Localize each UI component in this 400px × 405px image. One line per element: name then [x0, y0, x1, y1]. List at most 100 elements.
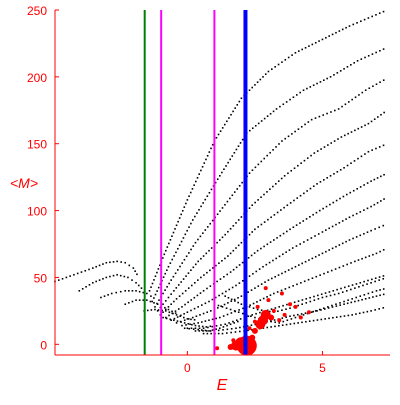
- data-point: [206, 287, 208, 290]
- highlight-point: [293, 304, 298, 309]
- data-point: [156, 310, 159, 312]
- data-point: [315, 211, 318, 214]
- data-point: [337, 138, 339, 140]
- data-point: [303, 159, 306, 162]
- data-point: [250, 315, 252, 318]
- data-point: [199, 314, 201, 316]
- data-point: [137, 284, 140, 287]
- data-point: [307, 278, 310, 281]
- data-point: [311, 257, 314, 260]
- data-point: [380, 175, 382, 178]
- data-point: [257, 122, 260, 125]
- data-point: [378, 146, 381, 148]
- data-point: [291, 133, 293, 135]
- data-point: [260, 247, 262, 250]
- data-point: [348, 25, 351, 27]
- data-point: [112, 274, 115, 277]
- data-point: [316, 310, 318, 312]
- data-point: [116, 260, 118, 263]
- data-point: [135, 281, 137, 284]
- data-point: [153, 302, 155, 304]
- data-point: [320, 318, 323, 321]
- data-point: [363, 294, 366, 296]
- data-point: [271, 277, 273, 280]
- data-point: [321, 296, 324, 299]
- data-point: [254, 228, 256, 231]
- data-point: [230, 300, 233, 302]
- data-point: [188, 327, 190, 330]
- data-point: [175, 224, 178, 227]
- data-point: [360, 126, 363, 128]
- data-point: [338, 244, 341, 246]
- data-point: [299, 243, 301, 245]
- data-point: [209, 285, 212, 287]
- data-point: [168, 242, 170, 245]
- data-point: [332, 290, 335, 292]
- data-point: [272, 149, 274, 151]
- data-point: [361, 298, 363, 301]
- data-point: [194, 281, 196, 284]
- data-point: [233, 151, 236, 154]
- data-point: [203, 162, 206, 164]
- data-point: [235, 247, 237, 249]
- data-point: [304, 260, 307, 263]
- data-point: [197, 306, 199, 308]
- data-point: [255, 312, 257, 315]
- data-point: [326, 112, 328, 115]
- data-point: [109, 261, 111, 264]
- data-point: [187, 272, 190, 274]
- data-point: [353, 62, 355, 64]
- data-point: [100, 296, 102, 299]
- data-point: [175, 287, 178, 289]
- data-point: [198, 327, 201, 330]
- highlight-point: [277, 318, 282, 323]
- data-point: [300, 313, 303, 315]
- data-point: [163, 253, 166, 256]
- data-point: [191, 188, 194, 190]
- data-point: [339, 302, 341, 304]
- data-point: [204, 198, 207, 201]
- data-point: [302, 314, 305, 316]
- data-point: [341, 28, 344, 31]
- data-point: [331, 304, 333, 307]
- data-point: [351, 298, 353, 300]
- data-point: [199, 235, 202, 238]
- data-point: [57, 279, 60, 281]
- data-point: [259, 299, 262, 301]
- data-point: [131, 300, 134, 303]
- data-point: [265, 263, 268, 266]
- data-point: [379, 81, 381, 84]
- data-point: [382, 79, 385, 81]
- data-point: [174, 228, 176, 230]
- data-point: [140, 287, 143, 289]
- data-point: [88, 268, 90, 271]
- data-point: [201, 325, 204, 328]
- data-point: [254, 323, 257, 326]
- data-point: [232, 320, 234, 323]
- data-point: [183, 327, 186, 330]
- data-point: [162, 276, 165, 278]
- data-point: [277, 274, 280, 276]
- data-point: [202, 290, 205, 292]
- data-point: [330, 269, 333, 272]
- data-point: [275, 257, 278, 260]
- data-point: [204, 302, 207, 305]
- data-point: [338, 30, 341, 32]
- data-point: [226, 324, 228, 327]
- data-point: [371, 53, 374, 55]
- data-point: [162, 311, 164, 314]
- data-point: [262, 297, 265, 300]
- data-point: [260, 283, 263, 285]
- data-point: [169, 318, 172, 321]
- data-point: [304, 46, 307, 49]
- data-point: [339, 315, 342, 318]
- data-point: [248, 207, 251, 209]
- data-point: [350, 162, 352, 165]
- data-point: [345, 290, 348, 292]
- data-point: [211, 298, 214, 301]
- data-point: [372, 85, 374, 88]
- data-point: [210, 188, 213, 191]
- data-point: [301, 321, 303, 324]
- data-point: [195, 315, 198, 318]
- data-point: [340, 287, 342, 290]
